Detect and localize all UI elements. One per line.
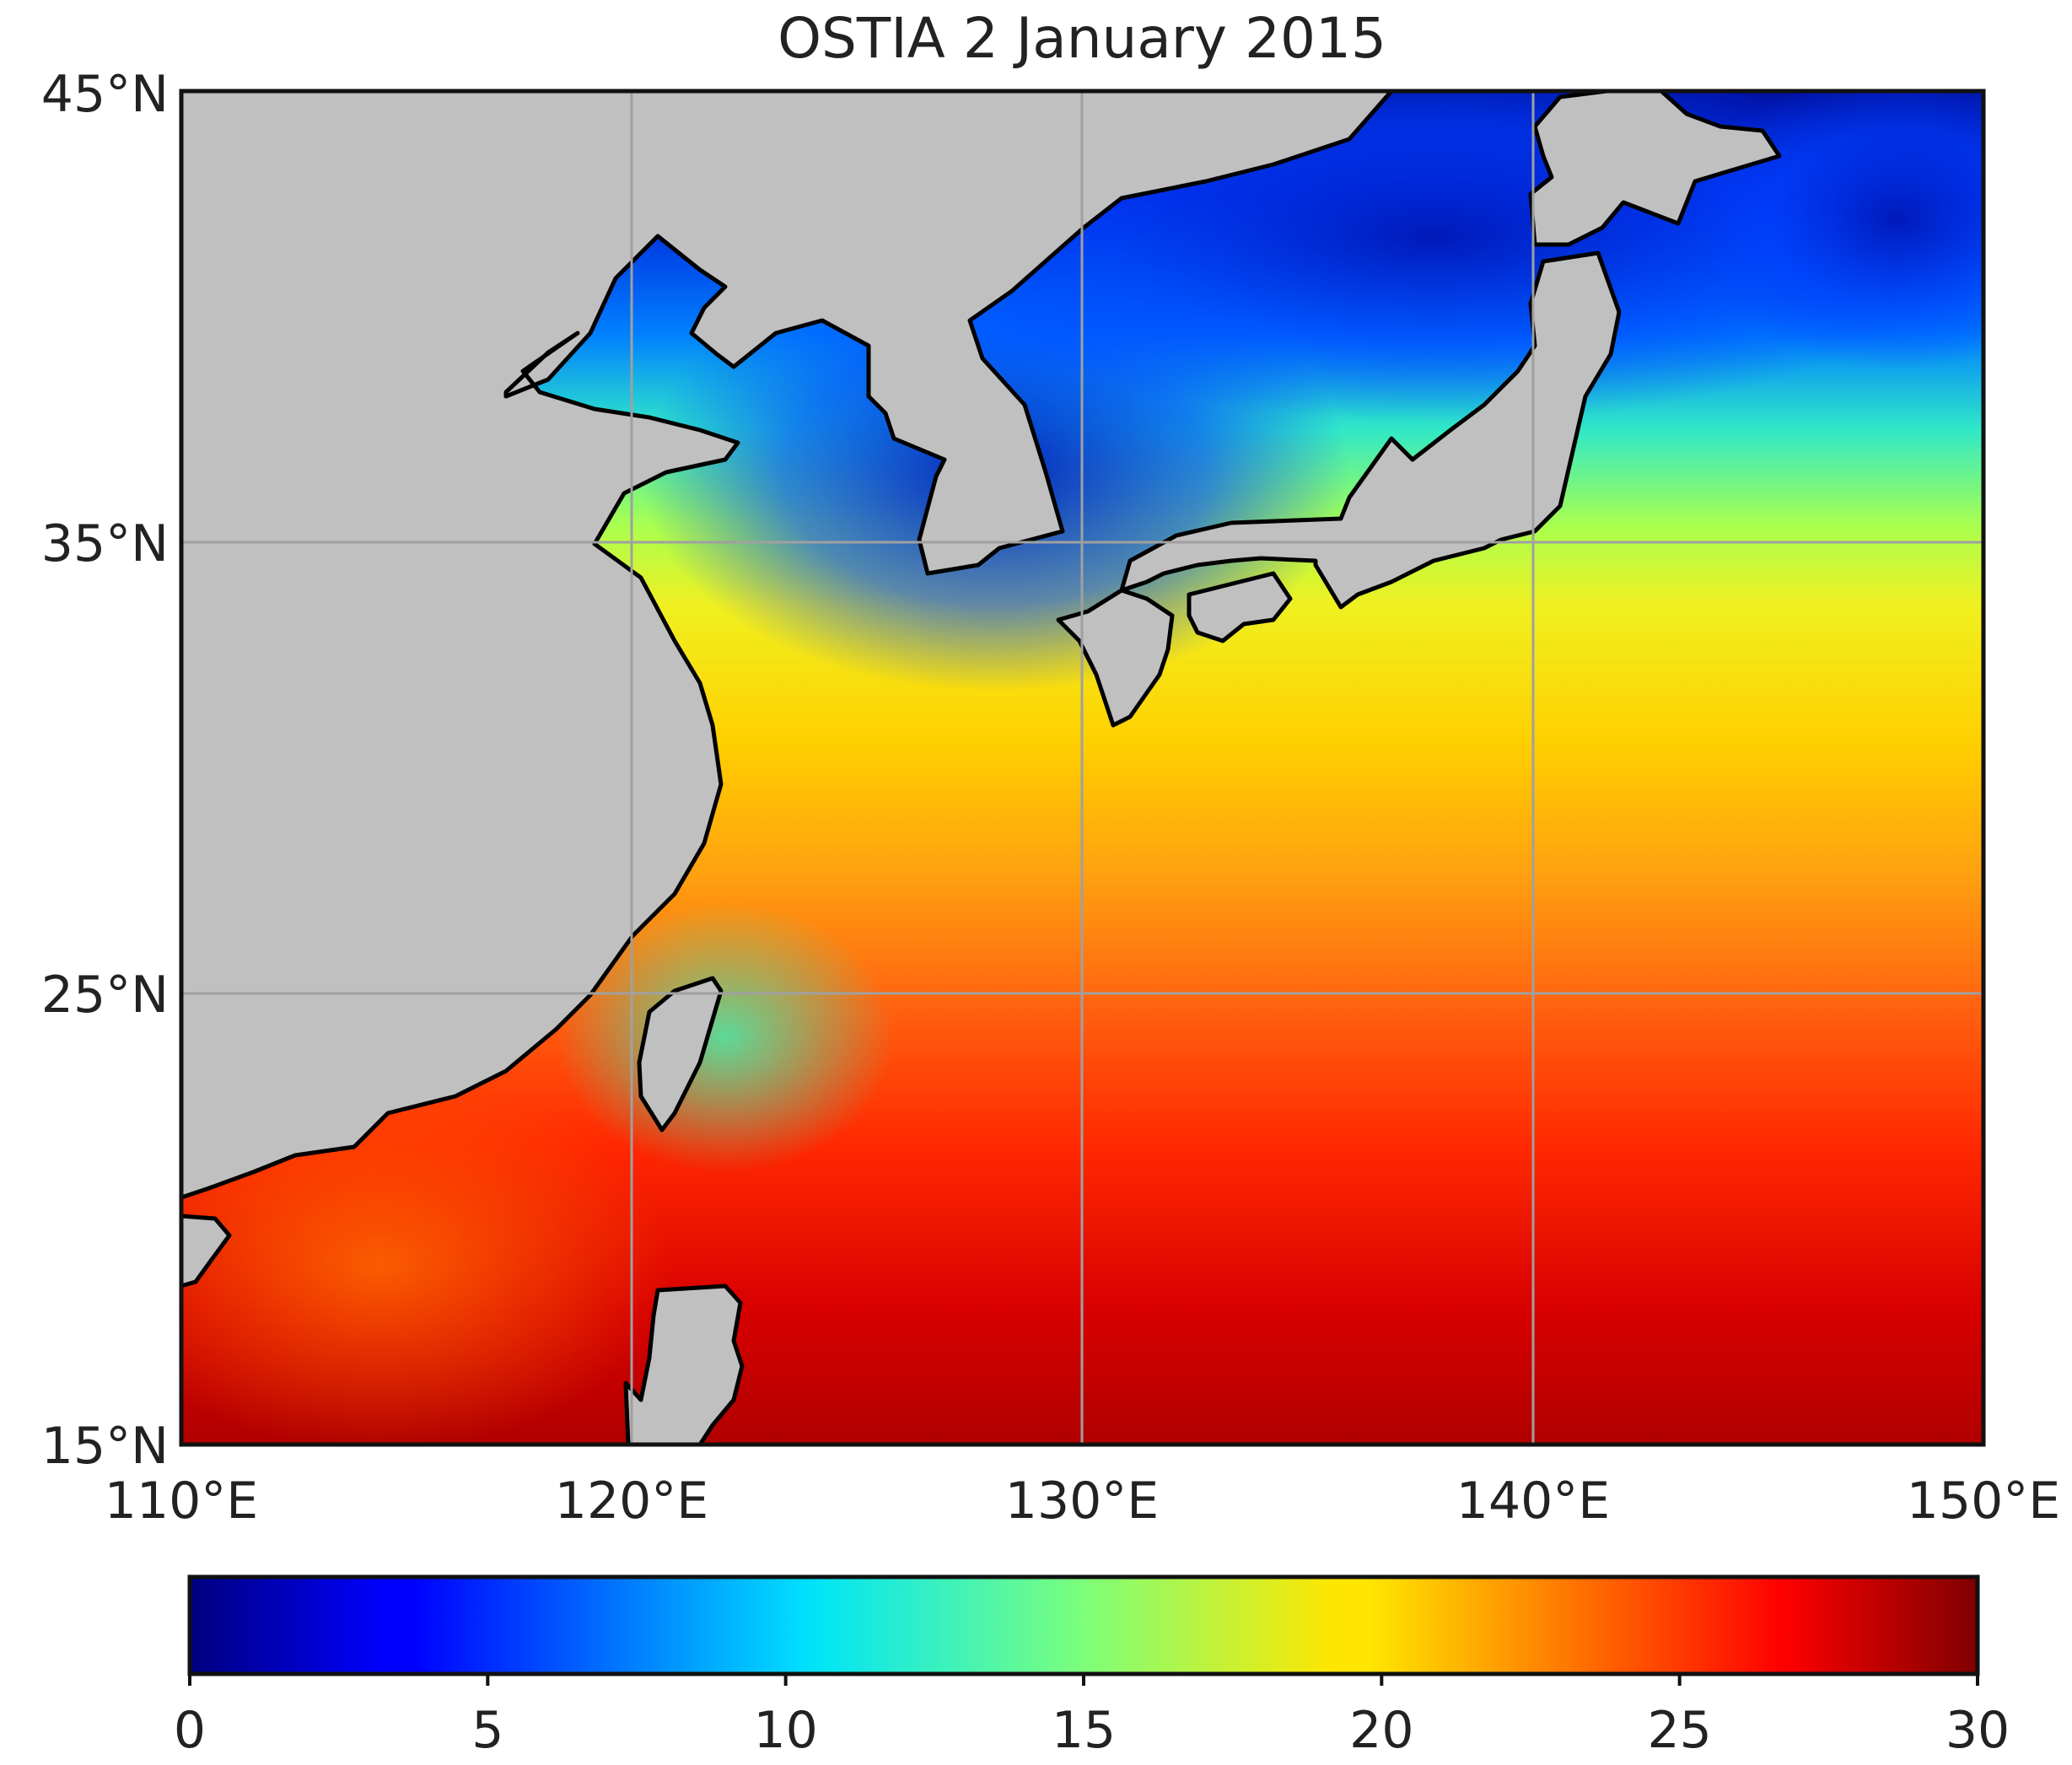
hokkaido-land bbox=[1528, 91, 1782, 247]
asia-mainland-land bbox=[181, 91, 1394, 1200]
map-area bbox=[181, 91, 1983, 1445]
lon-tick-label: 110°E bbox=[105, 1472, 258, 1531]
lat-tick-label: 25°N bbox=[41, 966, 169, 1025]
lon-tick-label: 150°E bbox=[1907, 1472, 2060, 1531]
colorbar-tick-label: 30 bbox=[1946, 1701, 2010, 1760]
map-gridlines bbox=[181, 91, 1983, 1445]
luzon-island-land bbox=[623, 1283, 745, 1445]
map-frame bbox=[179, 89, 1986, 1447]
honshu-land bbox=[1119, 250, 1622, 610]
colorbar-tick-label: 20 bbox=[1349, 1701, 1413, 1760]
longitude-axis: 110°E 120°E 130°E 140°E 150°E bbox=[105, 1472, 2060, 1531]
taiwan-island-land bbox=[637, 976, 724, 1133]
colorbar: 0 5 10 15 20 25 30 bbox=[174, 1574, 2010, 1760]
kyushu-land bbox=[1056, 588, 1175, 728]
hainan-island-land bbox=[181, 1213, 232, 1289]
colorbar-tick-label: 25 bbox=[1647, 1701, 1711, 1760]
cool-water-taiwan-strait bbox=[557, 902, 894, 1172]
latitude-axis: 45°N 35°N 25°N 15°N bbox=[41, 65, 169, 1476]
lat-tick-label: 45°N bbox=[41, 65, 169, 124]
lon-tick-label: 140°E bbox=[1456, 1472, 1610, 1531]
colorbar-tick-label: 0 bbox=[174, 1701, 206, 1760]
colorbar-tick-label: 5 bbox=[471, 1701, 503, 1760]
colorbar-gradient bbox=[187, 1574, 1980, 1676]
lat-tick-label: 15°N bbox=[41, 1417, 169, 1476]
lon-tick-label: 130°E bbox=[1005, 1472, 1159, 1531]
shikoku-land bbox=[1187, 571, 1293, 643]
warm-water-south-china-sea bbox=[181, 1079, 675, 1445]
colorbar-tick-label: 10 bbox=[753, 1701, 817, 1760]
colorbar-tick-label: 15 bbox=[1052, 1701, 1116, 1760]
lat-tick-label: 35°N bbox=[41, 514, 169, 573]
map-title: OSTIA 2 January 2015 bbox=[778, 6, 1386, 71]
lon-tick-label: 120°E bbox=[555, 1472, 708, 1531]
